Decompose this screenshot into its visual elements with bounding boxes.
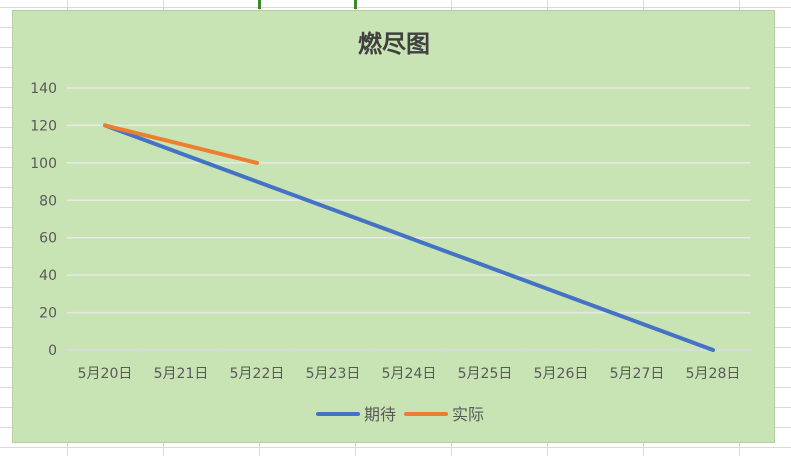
y-tick-label: 140 bbox=[30, 81, 57, 97]
x-axis-ticks: 5月20日 5月21日 5月22日 5月23日 5月24日 5月25日 5月26日 5月27日… bbox=[78, 366, 741, 382]
resize-handle-right[interactable] bbox=[354, 0, 357, 9]
y-tick-label: 60 bbox=[39, 231, 57, 247]
series-line-expected[interactable] bbox=[103, 123, 715, 352]
y-tick-label: 100 bbox=[30, 156, 57, 172]
legend-label: 期待 bbox=[364, 405, 396, 424]
x-tick-label: 5月20日 bbox=[78, 366, 133, 382]
y-tick-label: 20 bbox=[39, 306, 57, 322]
x-tick-label: 5月23日 bbox=[306, 366, 361, 382]
y-tick-label: 0 bbox=[48, 343, 57, 359]
series-lines bbox=[103, 123, 715, 352]
x-tick-label: 5月24日 bbox=[382, 366, 437, 382]
legend-label: 实际 bbox=[452, 405, 484, 424]
legend: 期待 实际 bbox=[316, 405, 484, 424]
x-tick-label: 5月28日 bbox=[686, 366, 741, 382]
series-line-actual[interactable] bbox=[103, 123, 259, 165]
x-tick-label: 5月26日 bbox=[534, 366, 589, 382]
x-tick-label: 5月25日 bbox=[458, 366, 513, 382]
y-tick-label: 40 bbox=[39, 268, 57, 284]
y-tick-label: 80 bbox=[39, 193, 57, 209]
chart-area[interactable]: 燃尽图 0 20 40 60 80 100 120 140 5月20日 5月21日 5月22日 5月… bbox=[12, 10, 775, 443]
resize-handle-left[interactable] bbox=[258, 0, 261, 9]
chart-title: 燃尽图 bbox=[358, 30, 430, 58]
x-tick-label: 5月27日 bbox=[610, 366, 665, 382]
y-tick-label: 120 bbox=[30, 118, 57, 134]
x-tick-label: 5月21日 bbox=[154, 366, 209, 382]
x-tick-label: 5月22日 bbox=[230, 366, 285, 382]
y-axis-ticks: 0 20 40 60 80 100 120 140 bbox=[30, 81, 57, 359]
gridlines bbox=[66, 87, 752, 355]
